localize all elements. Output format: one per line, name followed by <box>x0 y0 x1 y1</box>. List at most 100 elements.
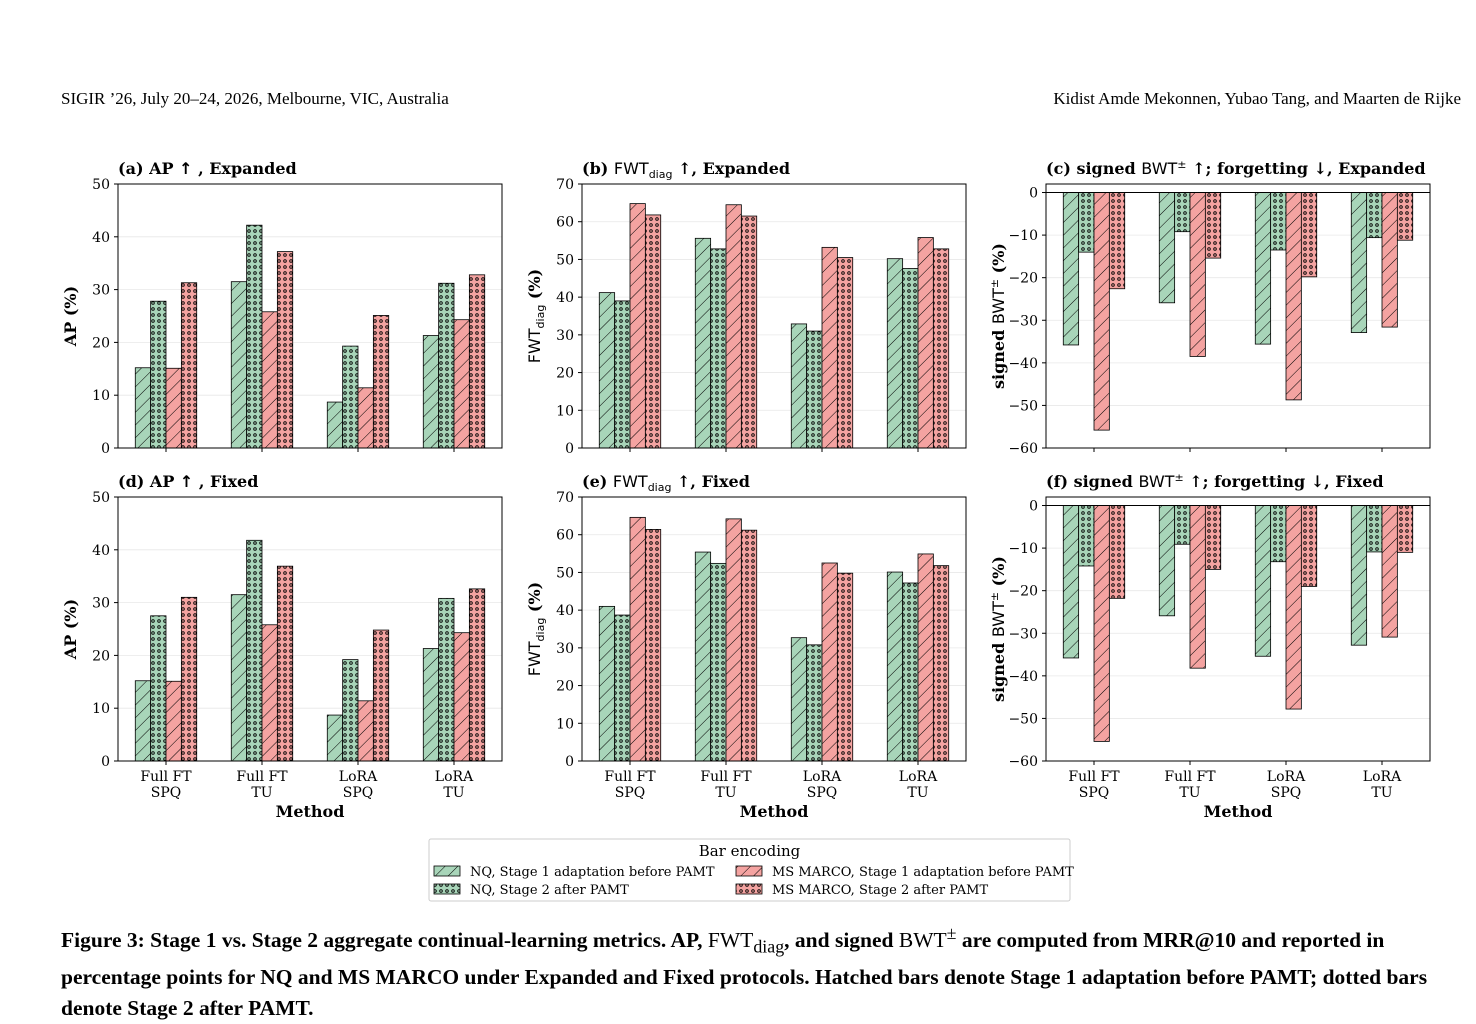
bar-nq-stage2-1 <box>1174 505 1191 545</box>
caption-fwt: FWT <box>707 928 754 953</box>
bar-nq-stage2-0 <box>150 615 167 762</box>
y-tick-label: −50 <box>1008 398 1038 414</box>
x-tick-label: Full FT TU <box>700 769 752 801</box>
bar-nq-stage1-1 <box>694 237 712 449</box>
y-tick-label: −30 <box>1008 626 1038 642</box>
axes-frame <box>581 496 967 762</box>
bar-msmarco-stage2-1 <box>276 565 294 762</box>
y-tick-label: 70 <box>556 490 574 506</box>
bar-nq-stage1-2 <box>1254 505 1272 657</box>
caption-label: Figure 3: Stage 1 vs. Stage 2 aggregate … <box>61 928 708 953</box>
x-tick-label: LoRA TU <box>899 769 938 801</box>
bar-msmarco-stage1-0 <box>629 203 646 449</box>
bar-nq-stage1-1 <box>230 281 248 449</box>
bar-msmarco-stage1-0 <box>165 367 182 449</box>
y-tick-label: −10 <box>1008 541 1038 557</box>
x-tick-label: Full FT TU <box>1164 769 1216 801</box>
x-tick-label: Full FT SPQ <box>140 769 192 801</box>
bar-nq-stage1-3 <box>1350 505 1368 646</box>
legend-label: MS MARCO, Stage 2 after PAMT <box>772 883 988 898</box>
bar-nq-stage2-0 <box>1078 192 1095 253</box>
bar-msmarco-stage2-0 <box>1108 505 1126 599</box>
bar-msmarco-stage1-0 <box>165 680 182 762</box>
legend-swatch-nq-hatch <box>433 865 461 877</box>
bar-msmarco-stage2-3 <box>932 248 950 449</box>
y-axis-label: signed BWT± (%) <box>988 556 1008 702</box>
bar-nq-stage2-1 <box>1174 192 1191 233</box>
bar-msmarco-stage2-0 <box>180 282 198 449</box>
bar-msmarco-stage2-1 <box>276 251 294 449</box>
bar-msmarco-stage1-3 <box>453 632 470 762</box>
y-tick-label: 20 <box>556 366 574 382</box>
bar-nq-stage2-2 <box>1270 192 1287 251</box>
bar-msmarco-stage1-1 <box>261 624 278 762</box>
bar-nq-stage2-1 <box>710 248 727 449</box>
bar-nq-stage2-3 <box>438 597 455 762</box>
y-tick-label: 10 <box>92 701 110 717</box>
bar-msmarco-stage2-3 <box>468 588 486 762</box>
axes-frame <box>117 496 503 762</box>
bar-nq-stage1-1 <box>1158 192 1176 304</box>
x-axis-label: Method <box>740 802 809 821</box>
bar-nq-stage2-3 <box>1366 192 1383 239</box>
y-axis-label: FWTdiag (%) <box>525 582 547 676</box>
bar-nq-stage1-3 <box>886 258 904 449</box>
y-tick-label: 60 <box>556 215 574 231</box>
bar-nq-stage1-1 <box>230 594 248 762</box>
y-tick-label: 30 <box>92 596 110 612</box>
y-tick-label: 30 <box>92 283 110 299</box>
y-tick-label: 40 <box>92 543 110 559</box>
y-tick-label: 0 <box>101 441 110 457</box>
legend-label: NQ, Stage 1 adaptation before PAMT <box>470 865 715 880</box>
x-tick-label: LoRA SPQ <box>803 769 842 801</box>
bar-msmarco-stage1-0 <box>629 516 646 762</box>
y-tick-label: 50 <box>556 565 574 581</box>
bar-msmarco-stage1-2 <box>357 700 374 762</box>
y-tick-label: 30 <box>556 641 574 657</box>
bar-msmarco-stage1-0 <box>1093 192 1110 431</box>
bar-msmarco-stage1-1 <box>725 518 742 762</box>
y-tick-label: 0 <box>565 441 574 457</box>
x-tick-label: Full FT TU <box>236 769 288 801</box>
y-tick-label: 0 <box>101 754 110 770</box>
y-tick-label: 40 <box>556 603 574 619</box>
bar-nq-stage1-0 <box>134 680 152 762</box>
bar-msmarco-stage2-2 <box>1300 192 1318 278</box>
bar-nq-stage2-2 <box>342 345 359 449</box>
bar-nq-stage2-3 <box>902 582 919 762</box>
y-tick-label: 50 <box>556 252 574 268</box>
axes-frame <box>581 183 967 449</box>
figure-3: 0 10 20 30 40 50 AP (%) (a) AP ↑ , Expanded 0 10 2… <box>61 158 1431 902</box>
bar-msmarco-stage1-2 <box>821 562 838 762</box>
y-tick-label: 20 <box>92 648 110 664</box>
bar-msmarco-stage2-2 <box>372 629 390 762</box>
bar-nq-stage1-3 <box>1350 192 1368 334</box>
y-tick-label: −20 <box>1008 584 1038 600</box>
running-header-venue: SIGIR ’26, July 20–24, 2026, Melbourne, … <box>61 89 449 108</box>
panel-f: 0 −10 −20 −30 −40 −50 −60 Full FT SPQ Full FT TU Lo… <box>988 471 1431 821</box>
bar-msmarco-stage2-1 <box>1204 505 1222 570</box>
panel-e: 0 10 20 30 40 50 60 70 Full FT SPQ Full FT TU LoRA SP… <box>525 472 967 821</box>
panel-d: 0 10 20 30 40 50 Full FT SPQ Full FT TU LoRA SPQ LoR… <box>61 472 503 821</box>
bar-msmarco-stage1-3 <box>1381 192 1398 328</box>
panel-title: (c) signed BWT± ↑; forgetting ↓, Expande… <box>1046 158 1426 178</box>
y-tick-label: 10 <box>556 403 574 419</box>
legend: Bar encoding NQ, Stage 1 adaptation befor… <box>428 838 1074 902</box>
bar-msmarco-stage2-0 <box>644 529 662 762</box>
axes-frame <box>117 183 503 449</box>
panel-title: (b) FWTdiag ↑, Expanded <box>582 159 790 181</box>
bar-msmarco-stage1-0 <box>1093 505 1110 742</box>
running-header-authors: Kidist Amde Mekonnen, Yubao Tang, and Ma… <box>1053 89 1461 108</box>
caption-bwt: BWT <box>898 928 947 953</box>
bar-msmarco-stage2-3 <box>1396 505 1414 553</box>
y-tick-label: 40 <box>556 290 574 306</box>
bar-msmarco-stage1-2 <box>821 246 838 449</box>
y-axis-label: FWTdiag (%) <box>525 269 547 363</box>
bar-nq-stage1-2 <box>1254 192 1272 345</box>
bar-nq-stage1-3 <box>422 648 440 762</box>
bar-nq-stage1-0 <box>1062 192 1080 346</box>
y-tick-label: 0 <box>1029 186 1038 202</box>
panel-c: 0 −10 −20 −30 −40 −50 −60 signed BWT± (%) (c) si… <box>988 158 1431 457</box>
bar-nq-stage2-0 <box>614 614 631 762</box>
y-tick-label: −10 <box>1008 228 1038 244</box>
